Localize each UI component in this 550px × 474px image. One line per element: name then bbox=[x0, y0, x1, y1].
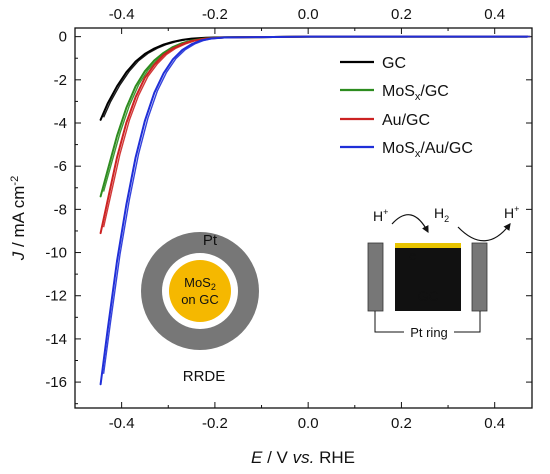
rrde-disk-label-line2: on GC bbox=[181, 292, 219, 307]
x-axis-variable: E bbox=[251, 448, 263, 467]
series-line-au-gc bbox=[99, 35, 529, 235]
y-tick-label: -6 bbox=[54, 158, 67, 175]
series-lines bbox=[99, 35, 531, 386]
series-line-mosx-gc bbox=[99, 35, 529, 198]
rrde-schematic: e GC H+ H2 H+ Pt ring bbox=[367, 204, 519, 341]
rrde-ring-label: Pt bbox=[203, 232, 218, 249]
right-pt-ring-bar bbox=[471, 242, 488, 312]
y-tick-label: -10 bbox=[45, 245, 67, 262]
h-plus-left: H+ bbox=[373, 207, 388, 224]
y-tick-label: -8 bbox=[54, 201, 67, 218]
y-axis-unit: / mA cm bbox=[9, 186, 28, 252]
h2-label: H2 bbox=[434, 205, 449, 224]
series-line-gc bbox=[99, 35, 529, 121]
x-axis-unit: / V bbox=[262, 448, 292, 467]
series-line-return-mosx-au-gc bbox=[102, 35, 531, 374]
x-tick-labels: -0.4 -0.2 0.0 0.2 0.4 bbox=[109, 415, 505, 432]
electron-label: e bbox=[409, 248, 416, 263]
mosx-film bbox=[395, 243, 461, 248]
series-line-return-au-gc bbox=[102, 35, 531, 228]
gc-disk-label: GC bbox=[418, 288, 439, 304]
x-axis-vs: vs. bbox=[293, 448, 315, 467]
gc-electrode bbox=[395, 246, 461, 311]
pt-ring-label: Pt ring bbox=[410, 325, 448, 340]
x-tick-label: 0.0 bbox=[298, 415, 319, 432]
legend: GC MoSx/GC Au/GC MoSx/Au/GC bbox=[340, 55, 473, 160]
pt-ring-label-box bbox=[404, 323, 454, 341]
h-plus-right: H+ bbox=[504, 204, 519, 221]
plot-frame bbox=[74, 27, 533, 409]
top-tick-label: 0.0 bbox=[298, 6, 319, 23]
y-tick-label: -16 bbox=[45, 374, 67, 391]
x-tick-label: -0.2 bbox=[202, 415, 228, 432]
rrde-caption: RRDE bbox=[183, 368, 226, 385]
rrde-disk-label: MoS2 bbox=[184, 275, 216, 292]
reduction-arrow bbox=[391, 214, 429, 234]
top-axis-tick-labels: -0.4 -0.2 0.0 0.2 0.4 bbox=[109, 6, 505, 23]
legend-label-au-gc: Au/GC bbox=[382, 112, 430, 129]
left-pt-ring-bar bbox=[367, 242, 384, 312]
rrde-inset: Pt MoS2 on GC RRDE bbox=[141, 232, 259, 385]
y-tick-label: -4 bbox=[54, 115, 67, 132]
y-axis-variable: J bbox=[9, 251, 28, 261]
y-tick-label: -12 bbox=[45, 288, 67, 305]
mos2-disk bbox=[169, 260, 231, 322]
legend-label-gc: GC bbox=[382, 55, 406, 72]
series-line-return-gc bbox=[102, 35, 531, 118]
top-tick-label: -0.4 bbox=[109, 6, 135, 23]
x-tick-label: 0.2 bbox=[391, 415, 412, 432]
y-axis-unit-exponent: -2 bbox=[9, 176, 21, 186]
legend-label-mosx-gc: MoSx/GC bbox=[382, 83, 449, 103]
x-tick-label: -0.4 bbox=[109, 415, 135, 432]
x-axis-reference: RHE bbox=[314, 448, 355, 467]
x-tick-label: 0.4 bbox=[484, 415, 505, 432]
legend-label-mosx-au-gc: MoSx/Au/GC bbox=[382, 140, 473, 160]
y-tick-label: -2 bbox=[54, 72, 67, 89]
y-tick-labels: 0 -2 -4 -6 -8 -10 -12 -14 -16 bbox=[45, 29, 67, 391]
top-tick-label: -0.2 bbox=[202, 6, 228, 23]
top-tick-label: 0.2 bbox=[391, 6, 412, 23]
y-axis-title: J / mA cm-2 bbox=[9, 176, 28, 261]
oxidation-arrow bbox=[457, 223, 511, 242]
top-tick-label: 0.4 bbox=[484, 6, 505, 23]
y-tick-label: -14 bbox=[45, 331, 67, 348]
y-tick-label: 0 bbox=[59, 29, 67, 46]
x-axis-title: E / V vs. RHE bbox=[251, 448, 355, 467]
series-line-return-mosx-gc bbox=[102, 35, 531, 192]
